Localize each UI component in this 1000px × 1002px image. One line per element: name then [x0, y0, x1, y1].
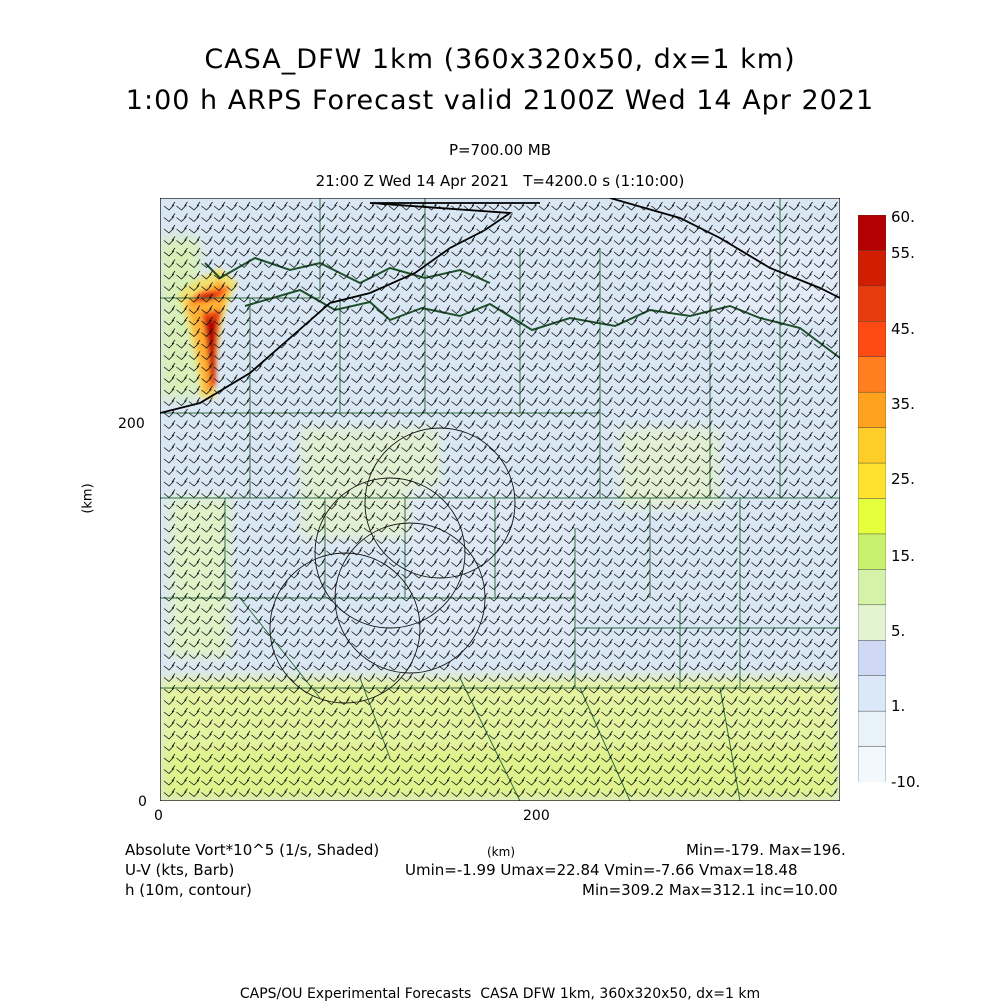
colorbar-label: 45. — [891, 320, 915, 338]
colorbar-swatch — [858, 427, 886, 464]
terrain-contours — [160, 198, 840, 801]
wind-barb-field — [163, 201, 838, 798]
colorbar-swatch — [858, 675, 886, 712]
x-tick-0: 0 — [154, 808, 163, 824]
x-tick-200: 200 — [523, 808, 550, 824]
colorbar-swatch — [858, 498, 886, 535]
colorbar-label: 60. — [891, 208, 915, 226]
colorbar-swatch — [858, 462, 886, 500]
colorbar-label: 15. — [891, 547, 915, 565]
colorbar — [858, 215, 886, 782]
colorbar-swatch — [858, 391, 886, 429]
colorbar-swatch — [858, 746, 886, 782]
valid-time: 21:00 Z Wed 14 Apr 2021 T=4200.0 s (1:10… — [315, 172, 685, 190]
colorbar-swatch — [858, 356, 886, 393]
colorbar-swatch — [858, 569, 886, 606]
footer-credit: CAPS/OU Experimental Forecasts CASA DFW … — [239, 986, 761, 1002]
x-axis-unit: (km) — [487, 845, 516, 859]
colorbar-swatch — [858, 710, 886, 748]
wind-barbs — [163, 201, 838, 798]
colorbar-swatch — [858, 604, 886, 641]
y-tick-0: 0 — [138, 794, 147, 810]
plot-subtitle: 1:00 h ARPS Forecast valid 2100Z Wed 14 … — [125, 85, 875, 116]
colorbar-swatch — [858, 533, 886, 571]
legend-field2: U-V (kts, Barb) — [125, 861, 235, 879]
colorbar-label: -10. — [891, 773, 921, 791]
y-tick-200: 200 — [118, 416, 145, 432]
legend-field3: h (10m, contour) — [125, 881, 252, 899]
vorticity-shading — [160, 238, 840, 801]
legend-field1-stats: Min=-179. Max=196. — [686, 841, 846, 859]
pressure-level: P=700.00 MB — [448, 141, 552, 159]
y-axis-unit: (km) — [80, 483, 96, 514]
colorbar-label: 25. — [891, 470, 915, 488]
colorbar-swatch — [858, 285, 886, 323]
colorbar-swatch — [858, 250, 886, 287]
colorbar-label: 5. — [891, 622, 906, 640]
colorbar-label: 55. — [891, 244, 915, 262]
colorbar-label: 35. — [891, 395, 915, 413]
colorbar-label: 1. — [891, 697, 906, 715]
plot-title: CASA_DFW 1km (360x320x50, dx=1 km) — [204, 44, 796, 75]
colorbar-swatch — [858, 321, 886, 358]
legend-field1: Absolute Vort*10^5 (1/s, Shaded) — [125, 841, 380, 859]
colorbar-swatch — [858, 215, 886, 252]
vorticity-wind-map — [160, 198, 840, 801]
vorticity-maximum — [178, 268, 238, 398]
boundary-line — [160, 198, 840, 414]
colorbar-swatch — [858, 640, 886, 677]
legend-field3-stats: Min=309.2 Max=312.1 inc=10.00 — [582, 881, 838, 899]
legend-field2-stats: Umin=-1.99 Umax=22.84 Vmin=-7.66 Vmax=18… — [405, 861, 798, 879]
